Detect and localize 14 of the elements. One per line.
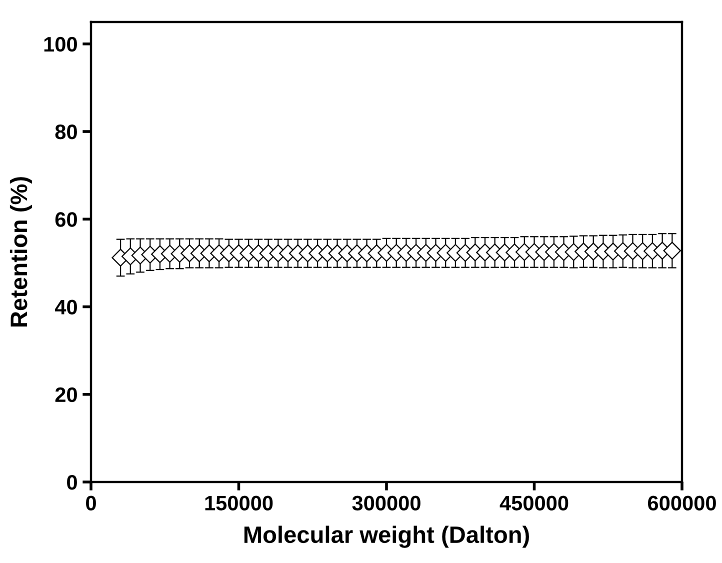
y-axis-title: Retention (%) [10,177,32,326]
point [663,242,682,260]
y-tick-label: 100 [44,36,77,52]
x-tick-label: 300000 [352,496,420,511]
x-tick-label: 450000 [500,496,568,510]
x-tick-label: 0 [86,496,96,510]
x-tick-label: 600000 [648,496,716,510]
y-tick-label: 80 [55,124,77,140]
y-tick-label: 0 [67,475,77,490]
y-tick-label: 40 [54,300,77,315]
y-tick-label: 60 [55,212,77,227]
x-axis-title: Molecular weight (Dalton) [244,526,529,548]
x-tick-label: 150000 [205,496,273,510]
y-tick-label: 20 [55,387,77,402]
